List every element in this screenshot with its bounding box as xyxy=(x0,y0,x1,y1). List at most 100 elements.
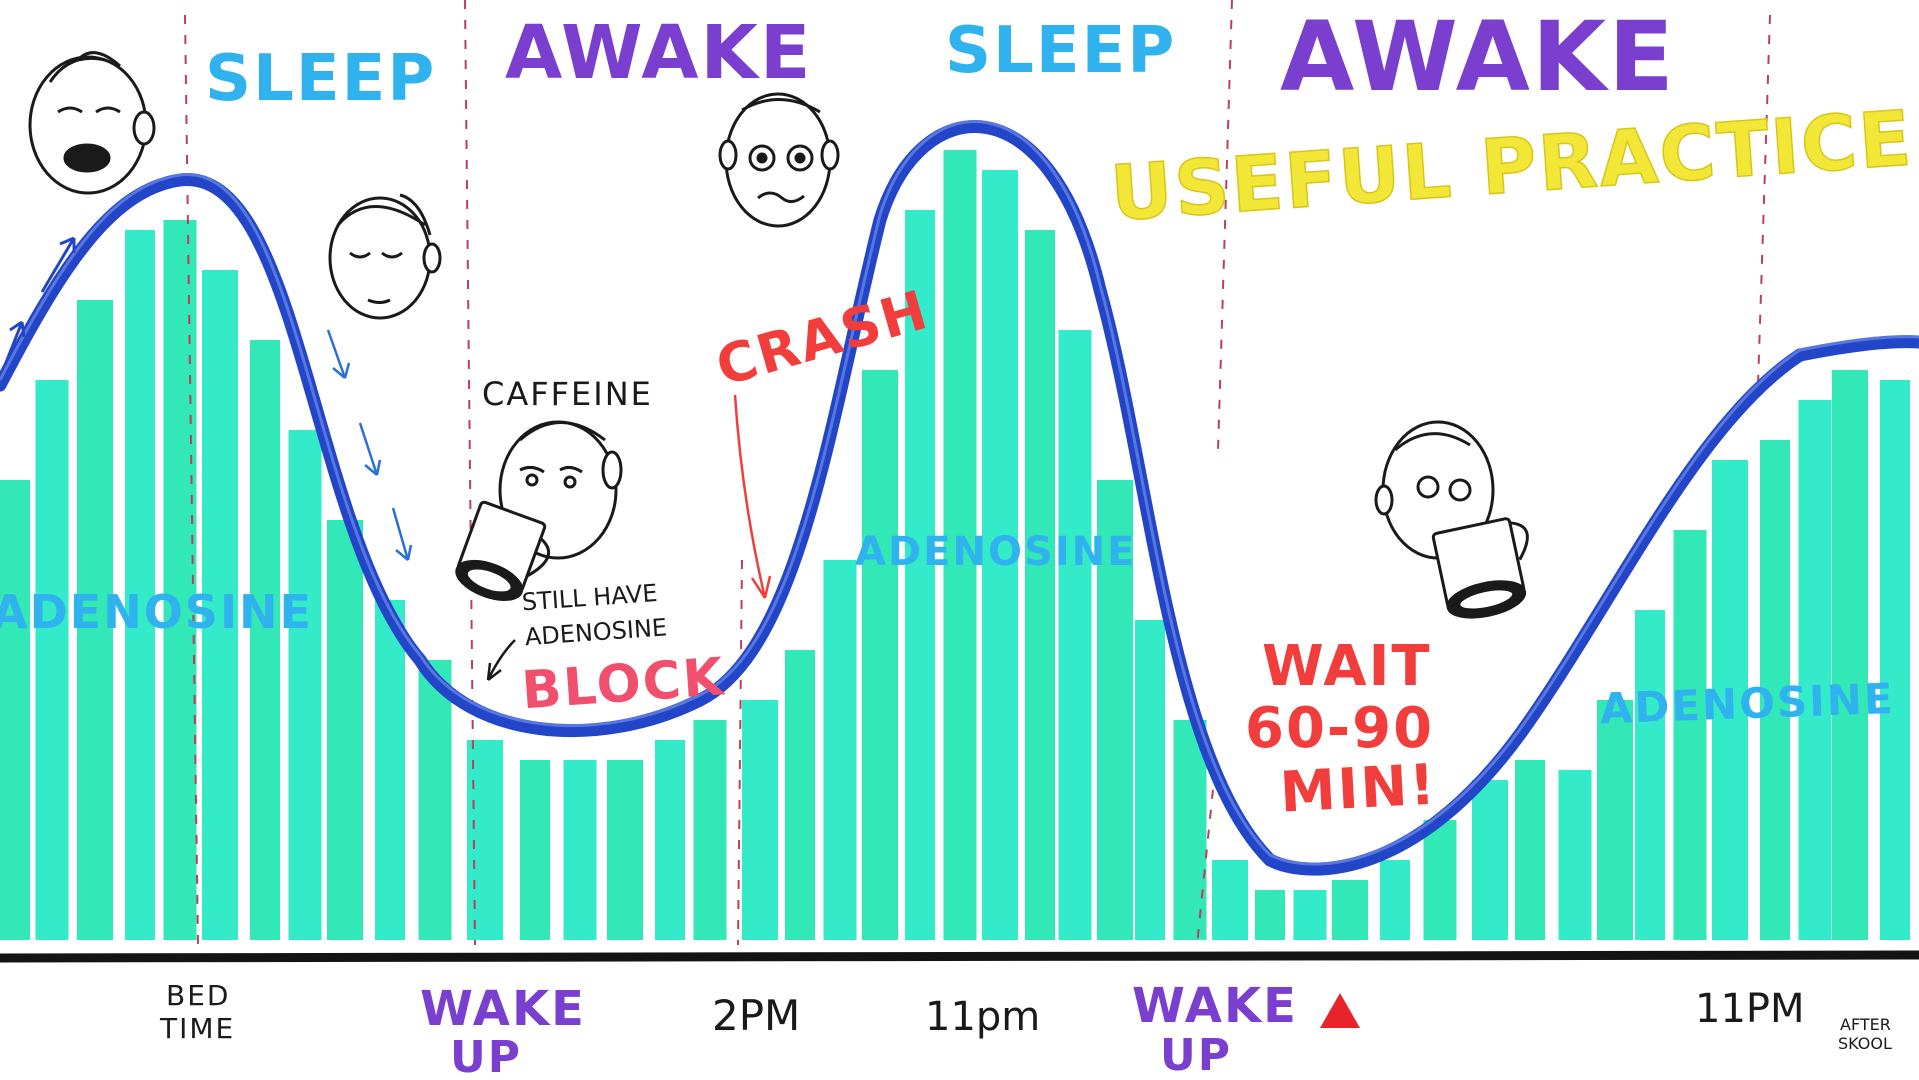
adenosine-bar xyxy=(1673,530,1707,940)
time-11pm-label: 11pm xyxy=(925,994,1040,1040)
adenosine-bar xyxy=(163,220,197,940)
adenosine-bar xyxy=(250,340,280,940)
adenosine-bar xyxy=(1058,330,1092,940)
adenosine-label-3: ADENOSINE xyxy=(1599,674,1895,733)
adenosine-bar xyxy=(655,740,685,940)
adenosine-label-1: ADENOSINE xyxy=(0,585,313,639)
adenosine-bar xyxy=(1212,860,1248,940)
bed-time-label: BED xyxy=(166,979,230,1012)
mug-icon xyxy=(1431,517,1529,619)
adenosine-bar xyxy=(1597,700,1633,940)
divider-right xyxy=(1757,14,1771,386)
adenosine-bar xyxy=(742,700,778,940)
time-2pm-label: 2PM xyxy=(712,991,800,1040)
adenosine-bar xyxy=(1515,760,1545,940)
adenosine-bar xyxy=(1760,440,1790,940)
arrow-icon xyxy=(3,320,26,366)
wait-min-label: MIN! xyxy=(1278,752,1438,825)
adenosine-bar xyxy=(375,600,405,940)
wait-duration-label: 60-90 xyxy=(1245,696,1434,761)
phase-label-awake-2: AWAKE xyxy=(1280,1,1676,113)
arrow-icon xyxy=(40,236,76,293)
adenosine-bar xyxy=(1472,780,1508,940)
divider-wakeup-2 xyxy=(1196,769,1216,946)
adenosine-bar xyxy=(785,650,815,940)
phase-dividers xyxy=(184,0,1771,946)
adenosine-bar xyxy=(1712,460,1748,940)
adenosine-bar xyxy=(77,300,113,940)
adenosine-bar xyxy=(467,740,503,940)
timeline-axis xyxy=(0,950,1919,963)
adenosine-bar xyxy=(520,760,550,940)
yawning-face-icon xyxy=(28,51,156,195)
adenosine-bar xyxy=(202,270,238,940)
logo-text: AFTER xyxy=(1840,1015,1891,1034)
adenosine-bar xyxy=(327,520,363,940)
adenosine-bar xyxy=(1255,890,1285,940)
wake-up-label-second-2: UP xyxy=(1160,1030,1232,1080)
adenosine-bar xyxy=(1097,480,1133,940)
wake-up-label-2: UP xyxy=(450,1032,522,1080)
tired-face-icon xyxy=(718,92,840,228)
adenosine-bar xyxy=(862,370,898,940)
adenosine-bar xyxy=(1423,820,1457,940)
adenosine-bar xyxy=(1635,610,1665,940)
adenosine-bar xyxy=(1135,620,1165,940)
time-11pm-label-2: 11PM xyxy=(1695,986,1805,1032)
divider-wakeup xyxy=(464,0,476,946)
adenosine-bar xyxy=(1832,370,1868,940)
adenosine-bar xyxy=(905,210,935,940)
adenosine-bar xyxy=(1880,380,1910,940)
wait-label: WAIT xyxy=(1262,634,1432,699)
still-have-adenosine-label: ADENOSINE xyxy=(524,613,668,651)
mug-icon xyxy=(455,500,551,601)
still-have-label: STILL HAVE xyxy=(521,579,658,616)
rising-arrows xyxy=(3,236,76,366)
still-have-arrow-icon xyxy=(486,639,516,681)
adenosine-bar xyxy=(823,560,857,940)
adenosine-bar xyxy=(563,760,597,940)
arrow-icon xyxy=(358,422,382,476)
crash-label: CRASH xyxy=(709,278,935,398)
bed-time-label-2: TIME xyxy=(159,1012,235,1045)
adenosine-label-2: ADENOSINE xyxy=(855,529,1136,575)
falling-arrows xyxy=(326,329,413,561)
adenosine-bar xyxy=(693,720,727,940)
adenosine-bar xyxy=(0,480,30,940)
adenosine-bar xyxy=(982,170,1018,940)
divider-2pm xyxy=(737,559,743,946)
divider-11pm xyxy=(1217,0,1233,451)
adenosine-bar xyxy=(1332,880,1368,940)
phase-label-sleep-1: SLEEP xyxy=(205,42,436,116)
adenosine-bar xyxy=(1798,400,1832,940)
phase-label-sleep-2: SLEEP xyxy=(945,14,1176,88)
useful-practice-heading: USEFUL PRACTICE xyxy=(1108,93,1916,238)
phase-label-awake-1: AWAKE xyxy=(505,10,812,96)
arrow-icon xyxy=(326,329,351,379)
divider-bedtime xyxy=(184,14,199,946)
sleepy-face-icon xyxy=(328,193,442,320)
adenosine-bar xyxy=(1558,770,1592,940)
caffeine-label: CAFFEINE xyxy=(482,375,653,413)
adenosine-bar xyxy=(1025,230,1055,940)
adenosine-bars xyxy=(0,150,1910,940)
triangle-marker-icon xyxy=(1320,993,1360,1028)
crash-arrow-icon xyxy=(733,394,772,599)
adenosine-bar xyxy=(418,660,452,940)
adenosine-bar xyxy=(943,150,977,940)
wake-up-label: WAKE xyxy=(420,981,586,1037)
drinking-face-icon xyxy=(1374,420,1495,560)
adenosine-bar xyxy=(1293,890,1327,940)
arrow-icon xyxy=(391,507,413,561)
adenosine-bar xyxy=(1173,720,1207,940)
adenosine-bar xyxy=(35,380,69,940)
logo-text-2: SKOOL xyxy=(1838,1034,1892,1053)
block-label: BLOCK xyxy=(520,647,727,721)
adenosine-bar xyxy=(288,430,322,940)
wake-up-label-second: WAKE xyxy=(1132,978,1298,1034)
adenosine-bar xyxy=(1380,860,1410,940)
adenosine-bar xyxy=(607,760,643,940)
adenosine-bar xyxy=(125,230,155,940)
